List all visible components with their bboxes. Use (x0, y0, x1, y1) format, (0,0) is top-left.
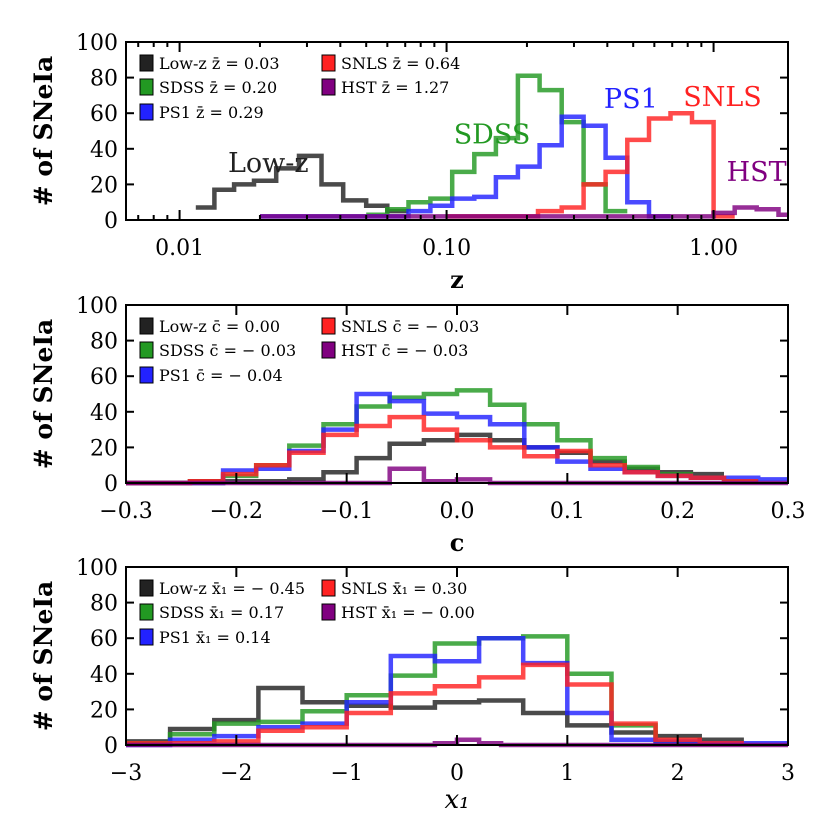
xtick-label: 0.2 (660, 499, 695, 524)
ytick-label: 100 (76, 31, 118, 56)
legend-label: SDSS z̄ = 0.20 (159, 78, 277, 97)
legend-swatch (321, 54, 336, 72)
histogram-snls-p3 (126, 662, 744, 746)
legend-swatch (139, 103, 154, 121)
histogram-snls-p1 (446, 110, 735, 219)
legend-swatch (321, 78, 336, 96)
legend-swatch (139, 54, 154, 72)
histogram-hst-p1 (260, 205, 788, 219)
ytick-label: 80 (90, 67, 118, 92)
legend-label: PS1 x̄₁ = 0.14 (159, 628, 271, 647)
xtick-label: 2 (671, 761, 685, 786)
histogram-ps1-p3 (126, 635, 788, 748)
legend-label: HST z̄ = 1.27 (341, 78, 449, 97)
ytick-label: 60 (90, 102, 118, 127)
annotation-hst: HST (727, 157, 787, 188)
xtick-label: −2 (220, 761, 252, 786)
xtick-label: 0.0 (440, 499, 475, 524)
y-axis-label: # of SNeIa (29, 581, 58, 732)
axes-frame (125, 41, 789, 221)
histogram-sdss-p1 (366, 73, 628, 217)
ytick-label: 100 (76, 294, 118, 319)
xtick-label: −3 (110, 761, 142, 786)
annotation-ps1: PS1 (604, 84, 658, 115)
legend-label: SNLS c̄ = − 0.03 (341, 317, 479, 336)
legend-swatch (321, 341, 336, 359)
histogram-sdss-p3 (126, 634, 700, 746)
ytick-label: 60 (90, 365, 118, 390)
ytick-label: 100 (76, 556, 118, 581)
legend-label: HST x̄₁ = − 0.00 (341, 603, 475, 622)
legend-swatch (139, 366, 154, 384)
ytick-label: 20 (90, 698, 118, 723)
legend-label: SDSS c̄ = − 0.03 (159, 341, 296, 360)
y-axis-label: # of SNeIa (29, 319, 58, 470)
x-axis-label: c (450, 528, 465, 557)
legend-label: SNLS x̄₁ = 0.30 (341, 579, 467, 598)
xtick-label: 1.00 (689, 236, 738, 261)
ytick-label: 40 (90, 138, 118, 163)
annotation-sdss: SDSS (454, 119, 531, 150)
legend-swatch (139, 78, 154, 96)
ytick-label: 40 (90, 401, 118, 426)
legend-swatch (321, 317, 336, 335)
histogram-sdss-p2 (126, 388, 759, 486)
xtick-label: 0.1 (550, 499, 585, 524)
xtick-label: 0.3 (771, 499, 806, 524)
legend-swatch (321, 603, 336, 621)
xtick-label: 1 (560, 761, 574, 786)
panel-1: 0 20 40 60 80 100 0.01 0.10 1.00 # of SNeIa z Low-z… (29, 31, 789, 294)
x-axis-label: z (450, 265, 464, 294)
annotation-low-z: Low-z (228, 148, 309, 179)
xtick-label: −0.1 (320, 499, 373, 524)
legend-swatch (139, 579, 154, 597)
ytick-label: 60 (90, 627, 118, 652)
legend-label: Low-z x̄₁ = − 0.45 (159, 579, 305, 598)
x-axis-label: x₁ (444, 785, 469, 815)
histogram-snls-p2 (126, 414, 759, 486)
legend-label: PS1 c̄ = − 0.04 (159, 366, 283, 385)
legend-swatch (139, 628, 154, 646)
legend-swatch (139, 317, 154, 335)
annotation-snls: SNLS (683, 82, 762, 113)
ytick-label: 20 (90, 436, 118, 461)
ytick-label: 80 (90, 592, 118, 617)
histogram-hst-p2 (126, 466, 788, 486)
ytick-label: 20 (90, 173, 118, 198)
legend-swatch (139, 603, 154, 621)
histogram-ps1-p1 (260, 114, 671, 219)
ytick-label: 40 (90, 663, 118, 688)
panel-3: 0 20 40 60 80 100 −3 −2 −1 0 1 2 3 # of SNeIa x₁ Low-z … (29, 556, 795, 815)
panel-2: 0 20 40 60 80 100 −0.3 −0.2 −0.1 0.0 0.1 0.2 0.3 # of… (29, 294, 806, 557)
y-axis-label: # of SNeIa (29, 56, 58, 207)
xtick-label: 3 (781, 761, 795, 786)
legend-label: Low-z z̄ = 0.03 (159, 54, 280, 73)
legend-swatch (321, 579, 336, 597)
histogram-low-z-p1 (195, 153, 409, 214)
legend-swatch (139, 341, 154, 359)
xtick-label: −0.2 (210, 499, 263, 524)
ytick-label: 80 (90, 330, 118, 355)
xtick-label: 0 (450, 761, 464, 786)
legend-label: Low-z c̄ = 0.00 (159, 317, 280, 336)
legend-label: SNLS z̄ = 0.64 (341, 54, 460, 73)
ytick-label: 0 (104, 209, 118, 234)
xtick-label: 0.10 (422, 236, 471, 261)
legend-label: SDSS x̄₁ = 0.17 (159, 603, 284, 622)
xtick-label: −1 (330, 761, 362, 786)
legend-label: HST c̄ = − 0.03 (341, 341, 468, 360)
ytick-label: 0 (104, 472, 118, 497)
xtick-label: 0.01 (155, 236, 204, 261)
ytick-label: 0 (104, 734, 118, 759)
histogram-low-z-p3 (126, 685, 744, 744)
legend-label: PS1 z̄ = 0.29 (159, 103, 264, 122)
xtick-label: −0.3 (99, 499, 152, 524)
